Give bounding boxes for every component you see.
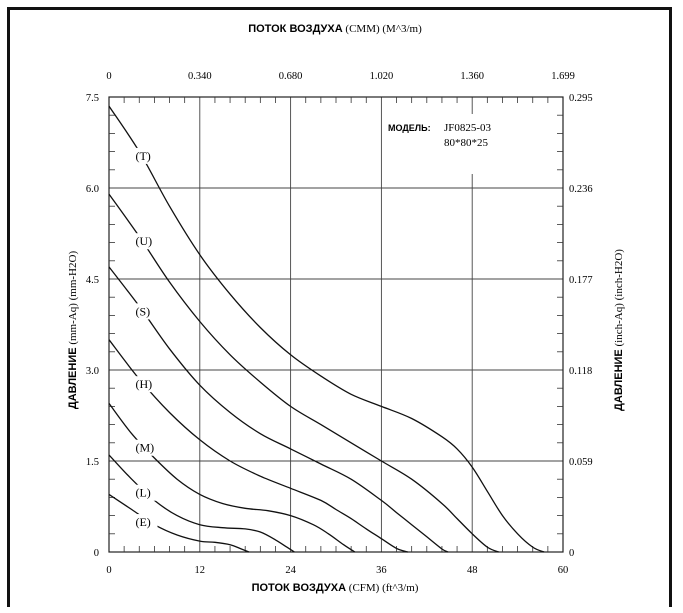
left-axis-title-bold: ДАВЛЕНИЕ [67, 347, 79, 409]
bottom-tick-label: 60 [558, 565, 569, 576]
left-axis-title: ДАВЛЕНИЕ (mm-Aq) (mm-H2O) [67, 251, 79, 410]
right-tick-label: 0 [569, 548, 574, 559]
top-axis-title-bold: ПОТОК ВОЗДУХА [248, 23, 343, 35]
curve-label-background [133, 376, 158, 393]
chart-frame [7, 7, 672, 607]
curve-t [108, 105, 545, 553]
right-tick-label: 0.236 [569, 184, 593, 195]
top-tick-label: 0.340 [188, 71, 212, 82]
bottom-tick-label: 12 [195, 565, 206, 576]
curve-label-background [133, 484, 158, 501]
right-tick-label: 0.177 [569, 275, 593, 286]
curve-label-background [133, 439, 158, 456]
top-tick-label: 1.360 [460, 71, 484, 82]
curve-label-background [133, 514, 158, 531]
bottom-axis-title-bold: ПОТОК ВОЗДУХА [252, 582, 347, 594]
curve-u [108, 193, 499, 553]
top-axis-title-rest: (CMM) (M^3/m) [343, 23, 422, 35]
model-box-background [384, 114, 544, 174]
model-name: JF0825-03 [444, 122, 492, 134]
curve-label-background [133, 303, 158, 320]
left-tick-label: 7.5 [86, 93, 99, 104]
model-label: МОДЕЛЬ: [388, 123, 431, 133]
curve-m [108, 403, 356, 553]
curve-label-m: (M) [135, 441, 154, 455]
left-tick-label: 1.5 [86, 457, 99, 468]
curve-label-u: (U) [135, 234, 152, 248]
right-axis-title-rest: (inch-Aq) (inch-H2O) [613, 249, 625, 350]
grid [109, 97, 563, 552]
bottom-tick-label: 0 [106, 565, 111, 576]
curve-l [108, 454, 295, 553]
curve-label-t: (T) [135, 149, 150, 163]
left-tick-label: 4.5 [86, 275, 99, 286]
curve-label-l: (L) [135, 486, 150, 500]
curve-s [108, 266, 449, 553]
right-axis-title-bold: ДАВЛЕНИЕ [613, 349, 625, 411]
left-tick-label: 0 [94, 548, 99, 559]
bottom-tick-label: 36 [376, 565, 387, 576]
left-tick-label: 6.0 [86, 184, 99, 195]
left-tick-label: 3.0 [86, 366, 99, 377]
right-tick-label: 0.295 [569, 93, 593, 104]
curve-label-background [133, 233, 158, 250]
model-size: 80*80*25 [444, 137, 489, 149]
curve-label-background [133, 147, 158, 164]
top-tick-label: 1.699 [551, 71, 575, 82]
curve-label-e: (E) [135, 515, 150, 529]
right-tick-label: 0.118 [569, 366, 592, 377]
top-tick-label: 1.020 [370, 71, 394, 82]
curve-h [108, 339, 409, 553]
curve-e [108, 493, 250, 553]
top-tick-label: 0 [106, 71, 111, 82]
top-axis-title: ПОТОК ВОЗДУХА (CMM) (M^3/m) [248, 23, 422, 35]
left-axis-title-rest: (mm-Aq) (mm-H2O) [67, 251, 79, 348]
top-tick-label: 0.680 [279, 71, 303, 82]
bottom-tick-label: 48 [467, 565, 478, 576]
tick-labels: 0 12 24 36 48 600 0.340 0.680 1.020 1.360 1.69901.… [86, 71, 593, 576]
curve-label-s: (S) [135, 304, 150, 318]
bottom-axis-title: ПОТОК ВОЗДУХА (CFM) (ft^3/m) [252, 582, 419, 594]
right-axis-title: ДАВЛЕНИЕ (inch-Aq) (inch-H2O) [613, 249, 625, 411]
curve-label-h: (H) [135, 377, 152, 391]
right-tick-label: 0.059 [569, 457, 593, 468]
curve-labels: (T) (U) (S) (H) (M) (L) (E) [133, 147, 158, 531]
bottom-tick-label: 24 [285, 565, 296, 576]
bottom-axis-title-rest: (CFM) (ft^3/m) [346, 582, 419, 594]
